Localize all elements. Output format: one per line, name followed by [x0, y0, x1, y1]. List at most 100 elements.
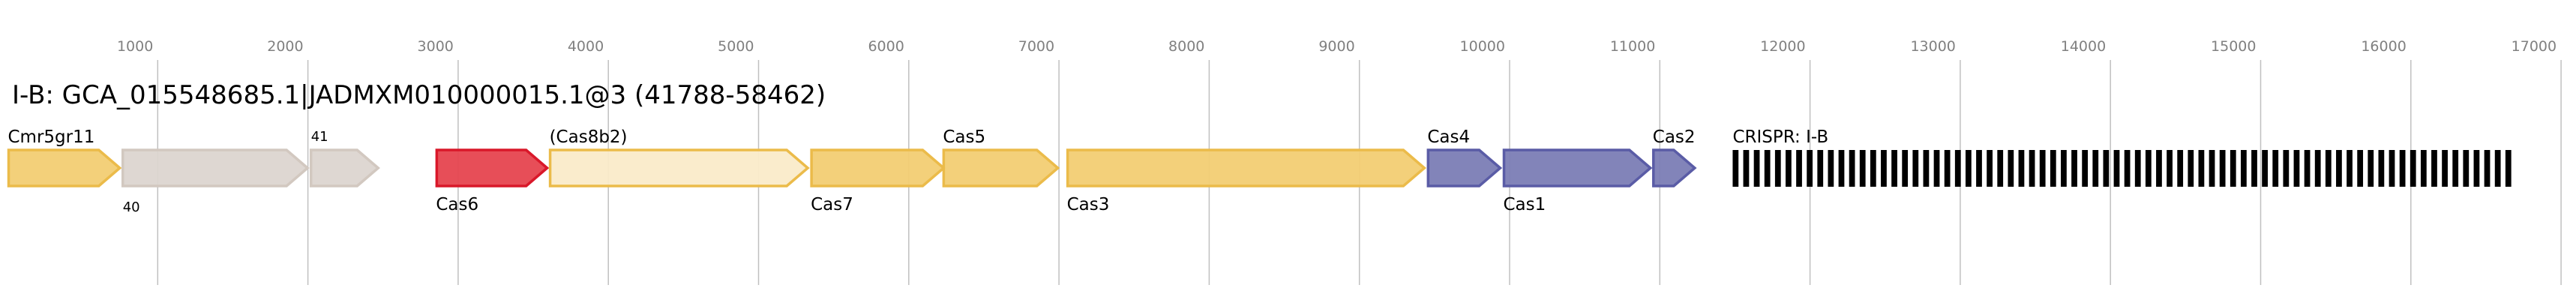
gene-label: Cas6	[436, 195, 478, 214]
gene-label: Cas7	[811, 195, 853, 214]
crispr-repeat	[2124, 150, 2131, 187]
crispr-repeat	[1838, 150, 1845, 187]
tick-label: 3000	[418, 38, 454, 55]
crispr-repeat	[2061, 150, 2067, 187]
crispr-repeat	[1902, 150, 1909, 187]
gene-label: Cas5	[943, 128, 985, 147]
tick-label: 7000	[1018, 38, 1054, 55]
crispr-repeat	[2219, 150, 2226, 187]
crispr-repeat	[2262, 150, 2268, 187]
crispr-repeat	[1891, 150, 1897, 187]
crispr-repeat	[2347, 150, 2353, 187]
tick-label: 13000	[1910, 38, 1955, 55]
gene-arrow-cas5[interactable]	[942, 148, 1060, 188]
crispr-repeat	[1753, 150, 1760, 187]
crispr-repeat	[2188, 150, 2194, 187]
gene-arrow-cas6[interactable]	[435, 148, 550, 188]
crispr-repeat	[2442, 150, 2448, 187]
crispr-repeat	[2241, 150, 2247, 187]
gene-label: Cas1	[1503, 195, 1546, 214]
crispr-repeat	[1774, 150, 1781, 187]
crispr-repeat	[2230, 150, 2236, 187]
crispr-repeat	[2029, 150, 2035, 187]
crispr-repeat	[2092, 150, 2099, 187]
gene-arrow-cmr5gr11[interactable]	[7, 148, 122, 188]
crispr-repeat	[2452, 150, 2459, 187]
crispr-repeat	[2198, 150, 2205, 187]
crispr-array: CRISPR: I-B	[1732, 128, 2512, 187]
tick-label: 4000	[568, 38, 604, 55]
crispr-repeat	[2431, 150, 2437, 187]
crispr-repeat	[1732, 150, 1739, 187]
crispr-repeat	[2494, 150, 2501, 187]
tick-label: 1000	[117, 38, 153, 55]
tick-label: 8000	[1168, 38, 1204, 55]
gene-arrow-cas7[interactable]	[810, 148, 946, 188]
crispr-repeat	[2389, 150, 2395, 187]
crispr-repeat	[2420, 150, 2427, 187]
crispr-repeat	[1817, 150, 1824, 187]
crispr-repeat	[1870, 150, 1876, 187]
crispr-repeat	[2082, 150, 2089, 187]
gene-arrow-40[interactable]	[121, 148, 310, 188]
gene-track: Cmr5gr11 40 41 Cas6 (Cas8b2) Cas7 Cas5 Cas3 Cas4…	[7, 128, 1697, 215]
gene-label: Cmr5gr11	[8, 128, 95, 147]
crispr-repeat	[1912, 150, 1919, 187]
gene-label: Cas3	[1067, 195, 1110, 214]
crispr-repeat	[2314, 150, 2321, 187]
gene-label: 41	[311, 129, 328, 145]
crispr-repeat	[2410, 150, 2416, 187]
tick-label: 17000	[2512, 38, 2557, 55]
crispr-repeat	[2209, 150, 2215, 187]
crispr-repeat	[2293, 150, 2300, 187]
crispr-repeat	[1796, 150, 1802, 187]
crispr-repeat	[1987, 150, 1993, 187]
crispr-repeat	[2156, 150, 2162, 187]
crispr-repeat	[1786, 150, 1792, 187]
crispr-repeat	[1828, 150, 1834, 187]
crispr-repeat	[2336, 150, 2342, 187]
crispr-repeat	[2325, 150, 2332, 187]
crispr-repeat	[2134, 150, 2141, 187]
crispr-repeat	[2304, 150, 2311, 187]
tick-label: 2000	[267, 38, 303, 55]
crispr-repeat	[1944, 150, 1951, 187]
crispr-repeat	[2177, 150, 2184, 187]
gene-label: Cas4	[1427, 128, 1470, 147]
crispr-repeat	[2251, 150, 2257, 187]
gene-arrow-cas2[interactable]	[1652, 148, 1697, 188]
crispr-repeat	[2283, 150, 2290, 187]
gene-label: Cas2	[1653, 128, 1696, 147]
crispr-repeat	[1954, 150, 1961, 187]
crispr-repeat	[2018, 150, 2025, 187]
gene-arrow-41[interactable]	[309, 148, 380, 188]
gene-label: (Cas8b2)	[550, 128, 628, 147]
crispr-label: CRISPR: I-B	[1732, 128, 1828, 147]
crispr-repeat	[1743, 150, 1750, 187]
crispr-repeat	[2071, 150, 2077, 187]
gene-arrow-cas1[interactable]	[1502, 148, 1653, 188]
tick-label: 16000	[2361, 38, 2406, 55]
crispr-repeat	[2008, 150, 2014, 187]
locus-title: I-B: GCA_015548685.1|JADMXM010000015.1@3…	[12, 80, 826, 110]
crispr-repeat	[2368, 150, 2374, 187]
tick-label: 5000	[718, 38, 754, 55]
crispr-repeat	[1859, 150, 1866, 187]
crispr-repeat	[1976, 150, 1982, 187]
crispr-repeat	[2378, 150, 2385, 187]
tick-label: 11000	[1610, 38, 1655, 55]
crispr-repeat	[1881, 150, 1887, 187]
tick-label: 14000	[2061, 38, 2106, 55]
tick-label: 6000	[868, 38, 904, 55]
crispr-repeat	[2473, 150, 2480, 187]
crispr-repeat	[2357, 150, 2364, 187]
crispr-repeat	[2484, 150, 2491, 187]
gene-arrow-cas8b2[interactable]	[548, 148, 810, 188]
gene-arrow-cas3[interactable]	[1066, 148, 1427, 188]
crispr-repeat	[1933, 150, 1940, 187]
gene-arrow-cas4[interactable]	[1426, 148, 1503, 188]
tick-label: 10000	[1460, 38, 1505, 55]
crispr-repeat	[2145, 150, 2152, 187]
gene-label: 40	[123, 200, 140, 215]
